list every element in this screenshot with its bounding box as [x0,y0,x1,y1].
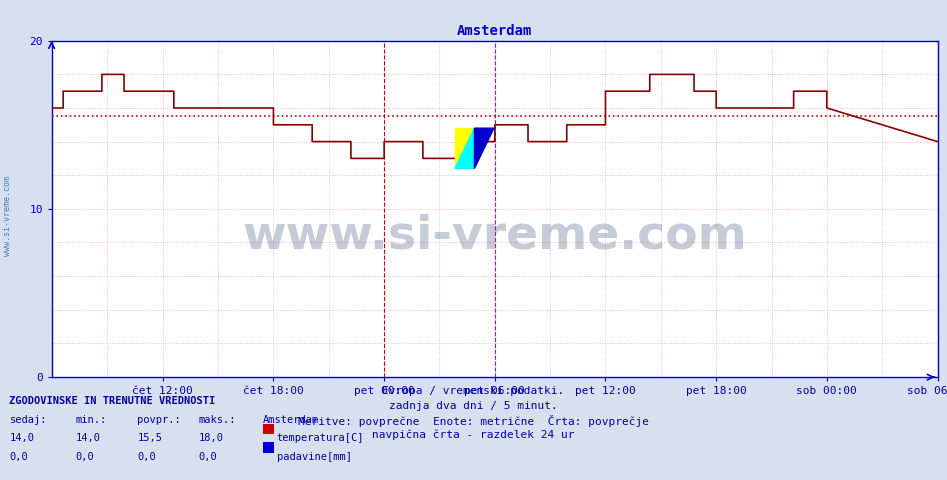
Text: min.:: min.: [76,415,107,425]
Text: 18,0: 18,0 [199,433,223,444]
Text: Amsterdam: Amsterdam [263,415,319,425]
Text: sedaj:: sedaj: [9,415,47,425]
Text: navpična črta - razdelek 24 ur: navpična črta - razdelek 24 ur [372,430,575,440]
Text: zadnja dva dni / 5 minut.: zadnja dva dni / 5 minut. [389,401,558,411]
Title: Amsterdam: Amsterdam [457,24,532,38]
Text: padavine[mm]: padavine[mm] [277,452,351,462]
Text: 15,5: 15,5 [137,433,162,444]
Text: 14,0: 14,0 [76,433,100,444]
Text: temperatura[C]: temperatura[C] [277,433,364,444]
Text: Evropa / vremenski podatki.: Evropa / vremenski podatki. [383,386,564,396]
Text: www.si-vreme.com: www.si-vreme.com [3,176,12,256]
Text: ZGODOVINSKE IN TRENUTNE VREDNOSTI: ZGODOVINSKE IN TRENUTNE VREDNOSTI [9,396,216,406]
Text: maks.:: maks.: [199,415,237,425]
Polygon shape [455,128,474,168]
Text: www.si-vreme.com: www.si-vreme.com [242,213,747,258]
Polygon shape [455,128,474,168]
Polygon shape [474,128,494,168]
Text: 0,0: 0,0 [9,452,28,462]
Text: 0,0: 0,0 [76,452,95,462]
Text: povpr.:: povpr.: [137,415,181,425]
Text: 14,0: 14,0 [9,433,34,444]
Text: 0,0: 0,0 [199,452,218,462]
Text: 0,0: 0,0 [137,452,156,462]
Text: Meritve: povprečne  Enote: metrične  Črta: povprečje: Meritve: povprečne Enote: metrične Črta:… [298,415,649,427]
